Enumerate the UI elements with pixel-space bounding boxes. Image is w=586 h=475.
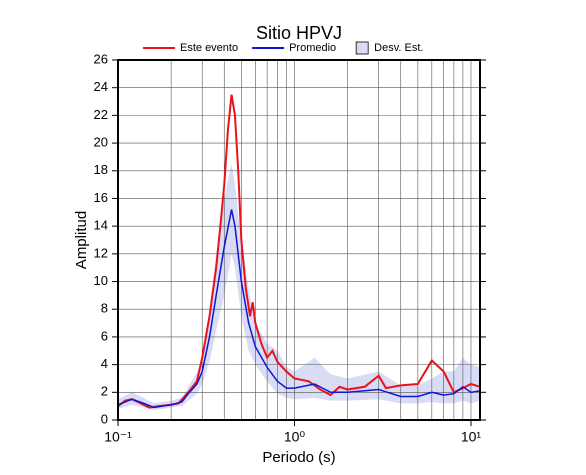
line [117, 209, 481, 409]
y-tick-label: 12 [94, 245, 108, 260]
legend-label: Este evento [180, 42, 238, 54]
y-tick-label: 26 [94, 51, 108, 66]
x-tick-label: 10⁰ [284, 429, 306, 445]
legend-label: Desv. Est. [374, 42, 423, 54]
y-tick-label: 20 [94, 135, 108, 150]
y-tick-label: 24 [94, 79, 108, 94]
plot-frame [117, 59, 481, 421]
y-tick-label: 16 [94, 190, 108, 205]
line [117, 94, 481, 409]
legend-label: Promedio [289, 42, 336, 54]
y-tick-label: 4 [101, 356, 108, 371]
y-tick-label: 6 [101, 328, 108, 343]
y-axis-label: Amplitud [73, 211, 90, 269]
x-tick-label: 10¹ [461, 429, 482, 445]
x-tick-label: 10⁻¹ [104, 429, 132, 445]
y-tick-label: 8 [101, 301, 108, 316]
y-tick-label: 14 [94, 218, 108, 233]
y-tick-label: 2 [101, 384, 108, 399]
std-band [118, 163, 480, 411]
legend-swatch [355, 41, 369, 55]
y-tick-label: 18 [94, 162, 108, 177]
x-axis-label: Periodo (s) [262, 449, 335, 466]
y-tick-label: 10 [94, 273, 108, 288]
chart-title: Sitio HPVJ [256, 23, 342, 43]
y-tick-label: 0 [101, 411, 108, 426]
y-tick-label: 22 [94, 107, 108, 122]
